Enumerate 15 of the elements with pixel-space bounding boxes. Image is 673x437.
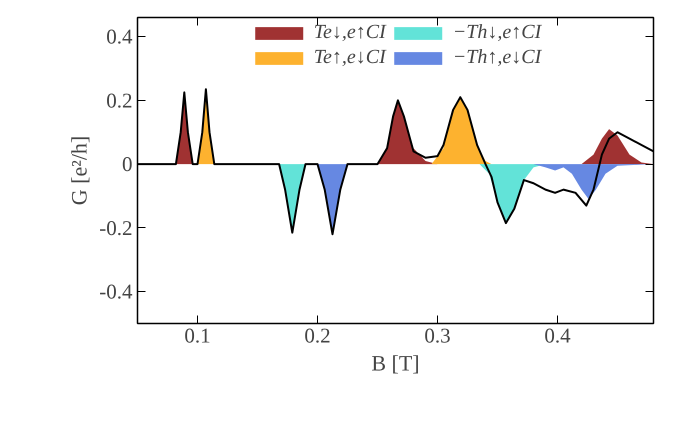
legend-label: Te↑,e↓CI — [314, 46, 386, 69]
y-tick-label: 0.4 — [106, 24, 133, 49]
x-tick-label: 0.2 — [304, 324, 331, 348]
y-tick-label: 0.2 — [106, 88, 132, 112]
legend-label: −Th↑,e↓CI — [452, 46, 542, 69]
y-axis-title: G [e²/h] — [66, 136, 92, 206]
x-tick-label: 0.3 — [424, 324, 451, 348]
y-tick-label: 0 — [122, 152, 132, 176]
y-tick-label: -0.2 — [99, 216, 133, 240]
y-tick-label: -0.4 — [99, 280, 133, 304]
legend-label: −Th↓,e↑CI — [452, 21, 542, 44]
x-axis-title: B [T] — [371, 350, 420, 376]
x-tick-label: 0.1 — [184, 324, 211, 348]
x-tick-label: 0.4 — [544, 324, 572, 348]
text: Te↓,e↑CI — [314, 21, 386, 44]
